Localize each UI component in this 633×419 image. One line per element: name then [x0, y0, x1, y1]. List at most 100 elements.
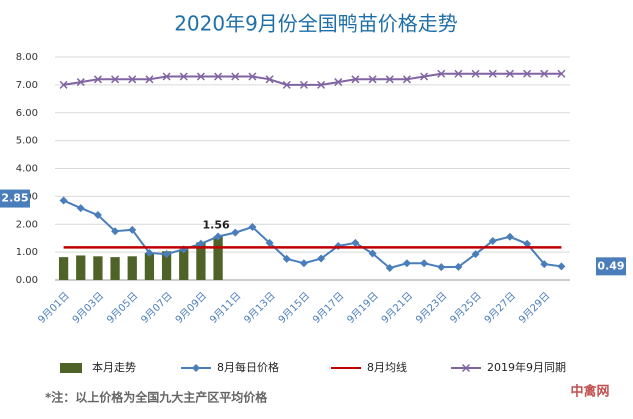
bar	[196, 242, 206, 280]
y-tick-label: 2.00	[16, 219, 38, 230]
point	[248, 72, 257, 81]
bar	[93, 256, 103, 280]
point	[437, 263, 446, 272]
x-tick-label: 9月09日	[173, 290, 209, 326]
point	[59, 80, 68, 89]
point	[557, 69, 566, 78]
point	[437, 69, 446, 78]
point	[317, 80, 326, 89]
point	[471, 250, 480, 259]
point	[488, 236, 497, 245]
y-tick-label: 4.00	[16, 164, 38, 175]
point	[145, 248, 154, 257]
point	[76, 78, 85, 87]
legend-marker	[192, 364, 200, 372]
point	[471, 69, 480, 78]
x-tick-label: 9月17日	[310, 290, 346, 326]
point	[420, 259, 429, 268]
point	[248, 223, 257, 232]
x-tick-label: 9月25日	[448, 290, 484, 326]
point	[145, 75, 154, 84]
point	[402, 75, 411, 84]
point	[93, 211, 102, 220]
bar	[76, 255, 86, 280]
x-tick-label: 9月23日	[413, 290, 449, 326]
point	[420, 72, 429, 81]
point	[351, 238, 360, 247]
point	[265, 75, 274, 84]
point	[128, 225, 137, 234]
legend-label: 本月走势	[92, 360, 136, 374]
bar	[161, 251, 172, 280]
point	[162, 72, 171, 81]
chart-title: 2020年9月份全国鸭苗价格走势	[174, 12, 458, 36]
line	[63, 199, 562, 270]
line	[63, 72, 562, 86]
x-tick-label: 9月27日	[482, 290, 518, 326]
y-tick-label: 6.00	[16, 108, 38, 119]
bar	[58, 257, 69, 280]
x-tick-label: 9月05日	[104, 290, 140, 326]
x-tick-label: 9月07日	[139, 290, 175, 326]
bar	[127, 256, 137, 280]
data-label-box	[0, 189, 30, 208]
bar	[179, 249, 189, 280]
point	[557, 262, 566, 271]
x-tick-label: 9月01日	[36, 290, 72, 326]
bar	[213, 236, 223, 280]
point	[454, 262, 463, 271]
x-tick-label: 9月15日	[276, 290, 312, 326]
legend-marker	[461, 363, 471, 373]
point	[59, 196, 68, 205]
data-label: 0.49	[597, 259, 624, 272]
point	[214, 72, 223, 81]
bar	[144, 252, 155, 280]
point	[214, 232, 223, 241]
bar	[110, 257, 120, 280]
point	[162, 250, 171, 259]
x-tick-label: 9月11日	[207, 290, 243, 326]
point	[93, 75, 102, 84]
point	[231, 228, 240, 237]
data-label-box	[596, 257, 626, 276]
y-tick-label: 7.00	[16, 80, 38, 91]
point	[523, 69, 532, 78]
point	[196, 72, 205, 81]
data-label: 2.85	[1, 192, 28, 205]
point	[351, 75, 360, 84]
point	[402, 259, 411, 268]
x-tick-label: 9月19日	[345, 290, 381, 326]
point	[128, 75, 137, 84]
x-tick-label: 9月13日	[242, 290, 278, 326]
y-tick-label: 0.00	[16, 275, 38, 286]
legend-swatch	[60, 363, 82, 373]
point	[385, 264, 394, 273]
y-tick-label: 5.00	[16, 136, 38, 147]
footnote: *注：以上价格为全国九大主产区平均价格	[45, 390, 268, 405]
point	[299, 259, 308, 268]
legend-label: 2019年9月同期	[487, 360, 566, 374]
point	[488, 69, 497, 78]
point	[111, 227, 120, 236]
point	[523, 239, 532, 248]
watermark: 中禽网	[570, 384, 609, 400]
point	[368, 75, 377, 84]
y-tick-label: 8.00	[16, 52, 38, 63]
legend-label: 8月每日价格	[217, 360, 279, 374]
x-tick-label: 9月29日	[516, 290, 552, 326]
point	[385, 75, 394, 84]
point	[179, 72, 188, 81]
x-tick-label: 9月21日	[379, 290, 415, 326]
point	[454, 69, 463, 78]
point	[505, 232, 514, 241]
point	[505, 69, 514, 78]
point	[334, 78, 343, 87]
point	[540, 69, 549, 78]
point	[76, 204, 85, 213]
point	[282, 80, 291, 89]
point	[111, 75, 120, 84]
point	[282, 254, 291, 263]
point	[196, 239, 205, 248]
data-label: 1.56	[203, 219, 230, 232]
